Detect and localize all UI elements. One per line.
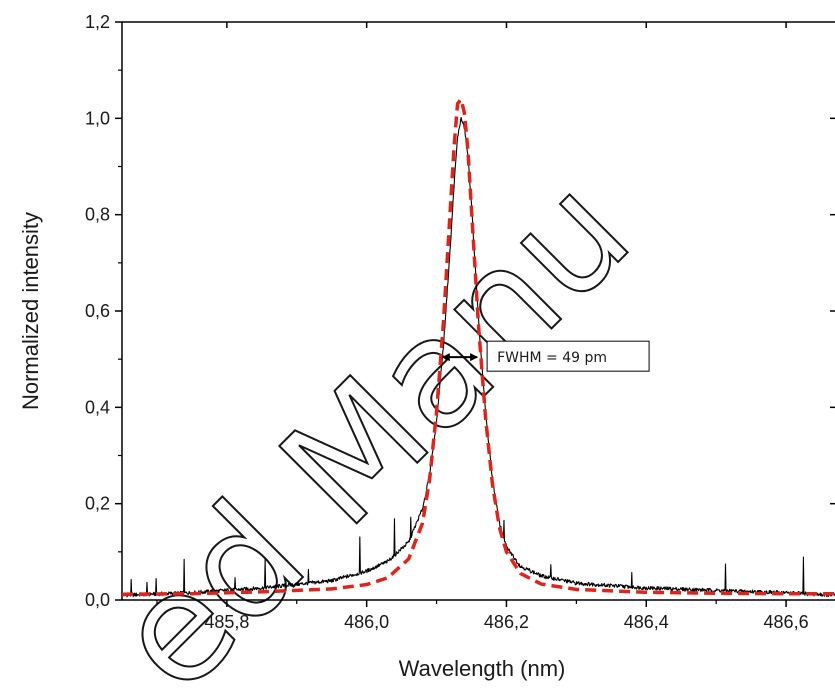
svg-text:ed Manu: ed Manu	[82, 145, 662, 692]
watermark-text: ed Manu	[81, 144, 663, 692]
fwhm-label-box	[486, 340, 650, 372]
x-tick-label: 486,0	[344, 612, 389, 632]
x-axis-ticks	[156, 22, 787, 607]
y-tick-label: 0,6	[85, 301, 110, 321]
y-tick-label: 0,4	[85, 397, 110, 417]
measured-spectrum-line	[122, 116, 835, 598]
fwhm-label: FWHM = 49 pm	[497, 350, 607, 366]
y-tick-label: 1,2	[85, 12, 110, 32]
series-layer	[122, 97, 835, 598]
x-tick-label: 486,2	[484, 612, 529, 632]
y-tick-label: 1,0	[85, 108, 110, 128]
y-tick-label: 0,2	[85, 494, 110, 514]
y-tick-label: 0,0	[85, 590, 110, 610]
fwhm-annotation: FWHM = 49 pm	[441, 340, 650, 372]
x-tick-label: 486,6	[764, 612, 809, 632]
y-axis-title: Normalized intensity	[18, 212, 43, 410]
right-axis-ticks	[830, 117, 835, 505]
x-axis-tick-labels: 485,8 486,0 486,2 486,4 486,6	[204, 612, 808, 632]
x-tick-label: 486,4	[624, 612, 669, 632]
y-axis-ticks	[115, 21, 122, 601]
x-tick-label: 485,8	[204, 612, 249, 632]
x-axis-title: Wavelength (nm)	[399, 656, 566, 681]
y-tick-label: 0,8	[85, 205, 110, 225]
y-axis-tick-labels: 0,0 0,2 0,4 0,6 0,8 1,0 1,2	[85, 12, 110, 610]
fit-curve	[122, 97, 835, 596]
